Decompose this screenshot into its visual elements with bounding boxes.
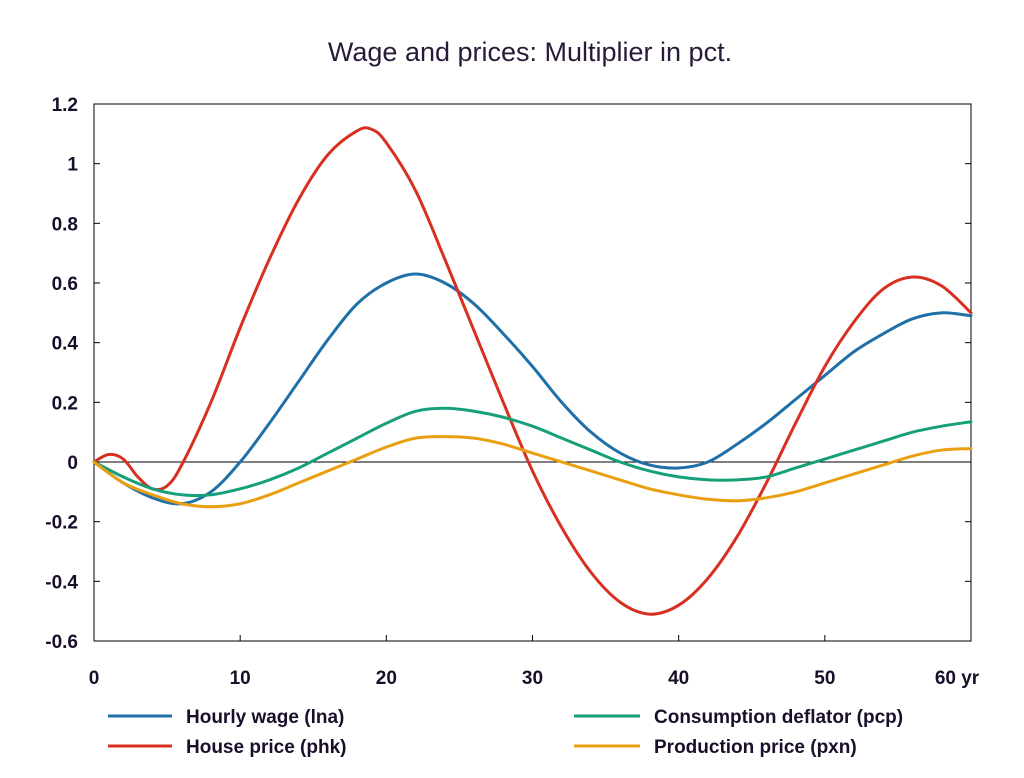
y-tick-label: 0.4 xyxy=(52,334,79,355)
y-tick-label: -0.6 xyxy=(45,632,78,653)
legend-label-house-price-phk: House price (phk) xyxy=(186,737,346,758)
plot-border xyxy=(93,103,972,642)
legend-label-hourly-wage-lna: Hourly wage (lna) xyxy=(186,707,344,728)
series-line-consumption-deflator-pcp xyxy=(92,406,973,498)
series-line-house-price-phk xyxy=(92,126,973,616)
x-tick-label: 40 xyxy=(668,668,689,689)
x-tick-label: 10 xyxy=(230,668,251,689)
x-tick-label: 30 xyxy=(522,668,543,689)
legend: Hourly wage (lna) House price (phk) Consum… xyxy=(108,707,903,758)
x-tick-label: 0 xyxy=(89,668,100,689)
x-tick-label: 60 yr xyxy=(935,668,980,689)
legend-label-consumption-deflator-pcp: Consumption deflator (pcp) xyxy=(654,707,903,728)
y-tick-label: -0.4 xyxy=(45,572,78,593)
plot-area xyxy=(93,103,972,642)
series-line-production-price-pxn xyxy=(92,435,973,509)
axes: -0.6 -0.4 -0.2 0 0.2 0.4 0.6 0.8 1 1.2 0 10 20 30 40 50… xyxy=(45,95,980,689)
y-tick-label: 1 xyxy=(67,155,78,176)
chart-title: Wage and prices: Multiplier in pct. xyxy=(328,37,732,67)
series-line-hourly-wage-lna xyxy=(92,272,973,506)
x-tick-label: 50 xyxy=(814,668,835,689)
x-tick-label: 20 xyxy=(376,668,397,689)
legend-label-production-price-pxn: Production price (pxn) xyxy=(654,737,857,758)
y-tick-label: 0.2 xyxy=(52,393,78,414)
y-tick-label: 0.6 xyxy=(52,274,78,295)
y-tick-label: 0.8 xyxy=(52,214,78,235)
y-tick-label: 0 xyxy=(67,453,78,474)
y-tick-label: -0.2 xyxy=(45,513,78,534)
y-tick-label: 1.2 xyxy=(52,95,78,116)
series-lines xyxy=(92,126,973,616)
